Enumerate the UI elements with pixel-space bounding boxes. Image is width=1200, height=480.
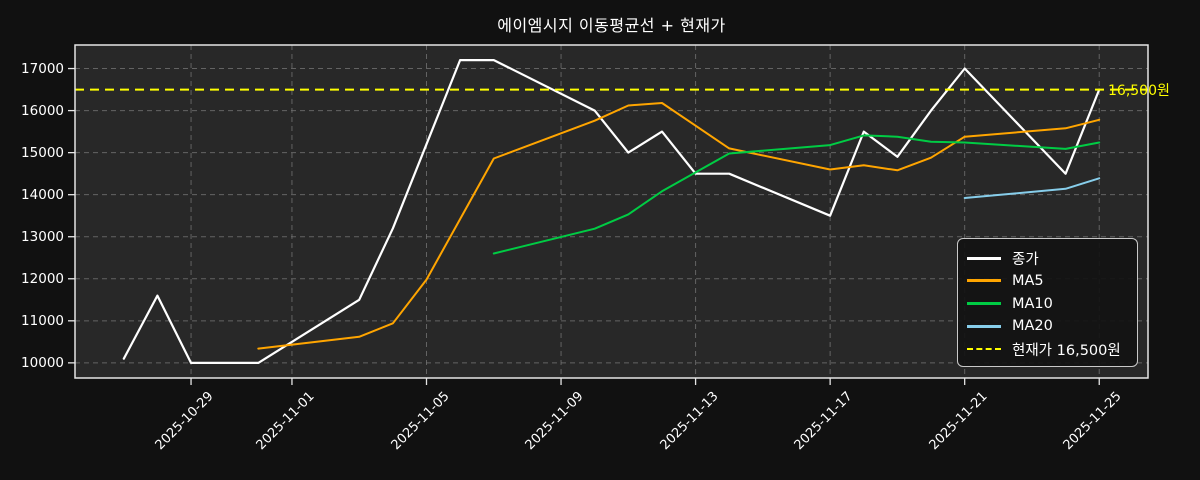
ma5-line-swatch	[967, 279, 1001, 283]
legend-box: 종가 MA5 MA10 MA20 현재가 16,500원	[957, 238, 1138, 367]
legend-item-current-price: 현재가 16,500원	[967, 338, 1127, 360]
legend-item-close: 종가	[967, 247, 1127, 269]
legend-label: MA20	[1012, 318, 1053, 335]
close-line-swatch	[967, 256, 1001, 260]
chart-title: 에이엠시지 이동평균선 + 현재가	[497, 16, 726, 35]
legend-label: MA10	[1012, 295, 1053, 312]
legend-item-ma5: MA5	[967, 270, 1127, 292]
y-tick-label: 10000	[21, 354, 64, 371]
y-tick-label: 14000	[21, 186, 64, 203]
y-tick-label: 13000	[21, 228, 64, 245]
y-tick-label: 12000	[21, 270, 64, 287]
y-tick-label: 15000	[21, 144, 64, 161]
legend-item-ma20: MA20	[967, 315, 1127, 337]
y-tick-label: 17000	[21, 60, 64, 77]
current-price-annotation: 16,500원	[1108, 83, 1170, 99]
ma10-line-swatch	[967, 302, 1001, 305]
current-price-line-swatch	[967, 348, 1001, 350]
legend-label: MA5	[1012, 272, 1044, 289]
axes-spines	[74, 44, 1149, 379]
series-line-MA5	[257, 102, 1101, 350]
series-line-종가	[122, 58, 1101, 364]
ma20-line-swatch	[967, 324, 1001, 328]
y-tick-label: 16000	[21, 102, 64, 119]
y-tick-label: 11000	[21, 312, 64, 329]
legend-label: 현재가 16,500원	[1012, 342, 1121, 359]
legend-label: 종가	[1012, 251, 1039, 268]
series-line-MA20	[963, 177, 1101, 199]
series-line-MA10	[492, 134, 1101, 255]
legend-item-ma10: MA10	[967, 293, 1127, 315]
